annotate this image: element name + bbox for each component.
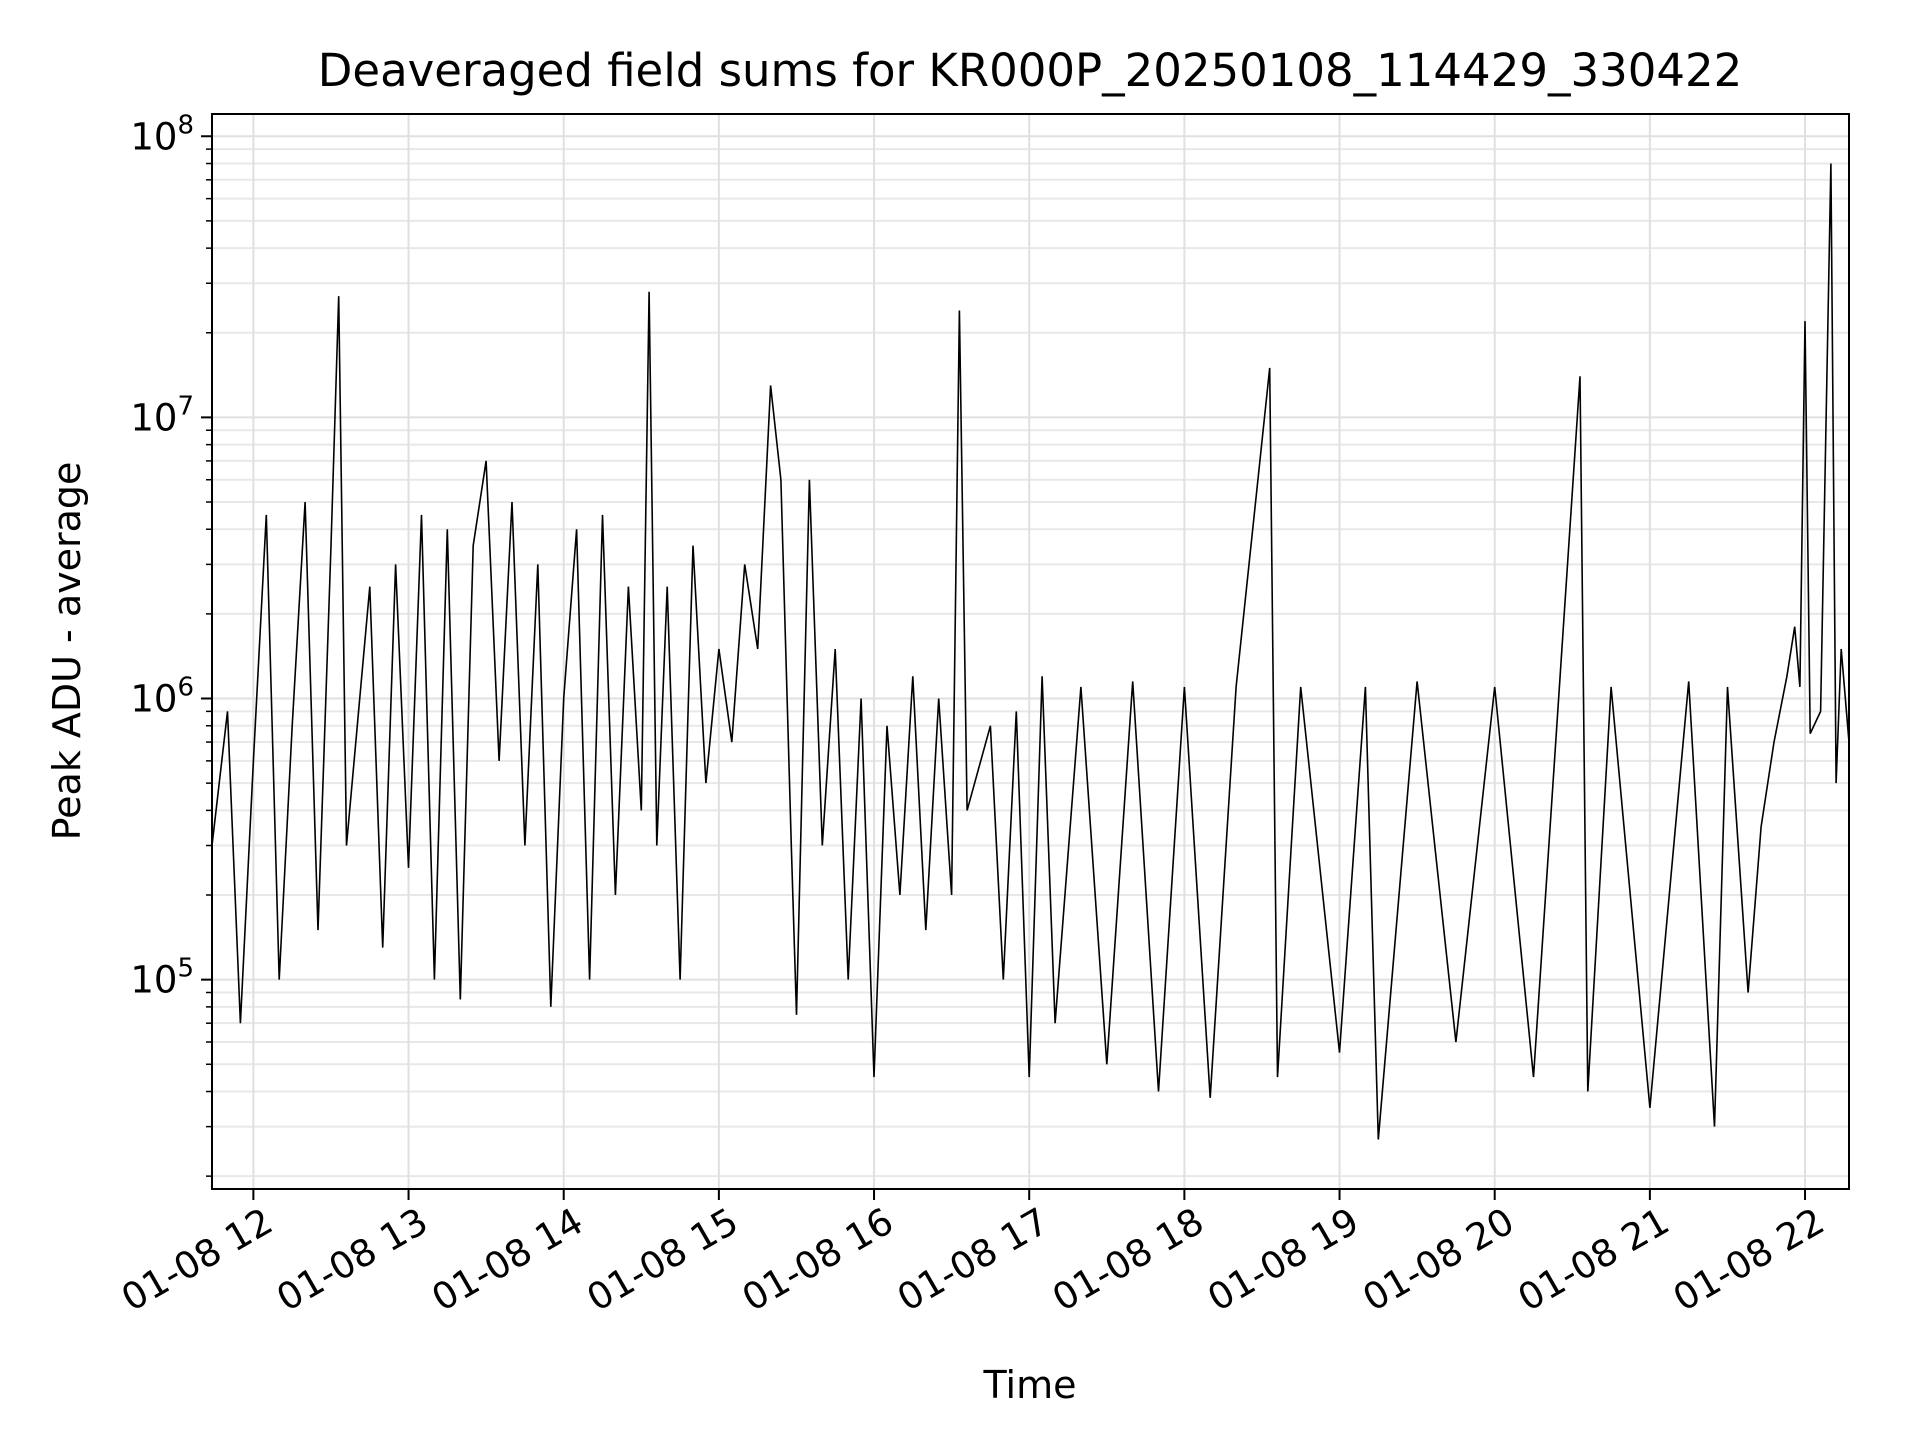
minor-gridlines	[212, 148, 1849, 1178]
y-axis-ticks: 105 106 107 108	[130, 110, 212, 1177]
y-tick-label: 105	[130, 954, 194, 1002]
series-layer	[211, 163, 1850, 1140]
x-axis-label: Time	[983, 1363, 1077, 1407]
y-axis-label: Peak ADU - average	[45, 462, 89, 841]
chart-title: Deaveraged field sums for KR000P_2025010…	[318, 44, 1742, 97]
y-tick-label: 106	[130, 673, 194, 721]
plot-frame	[211, 113, 1850, 1190]
y-tick-label: 107	[130, 391, 194, 439]
y-tick-label: 108	[130, 110, 194, 158]
series-line	[211, 163, 1850, 1140]
major-gridlines	[212, 114, 1849, 1189]
